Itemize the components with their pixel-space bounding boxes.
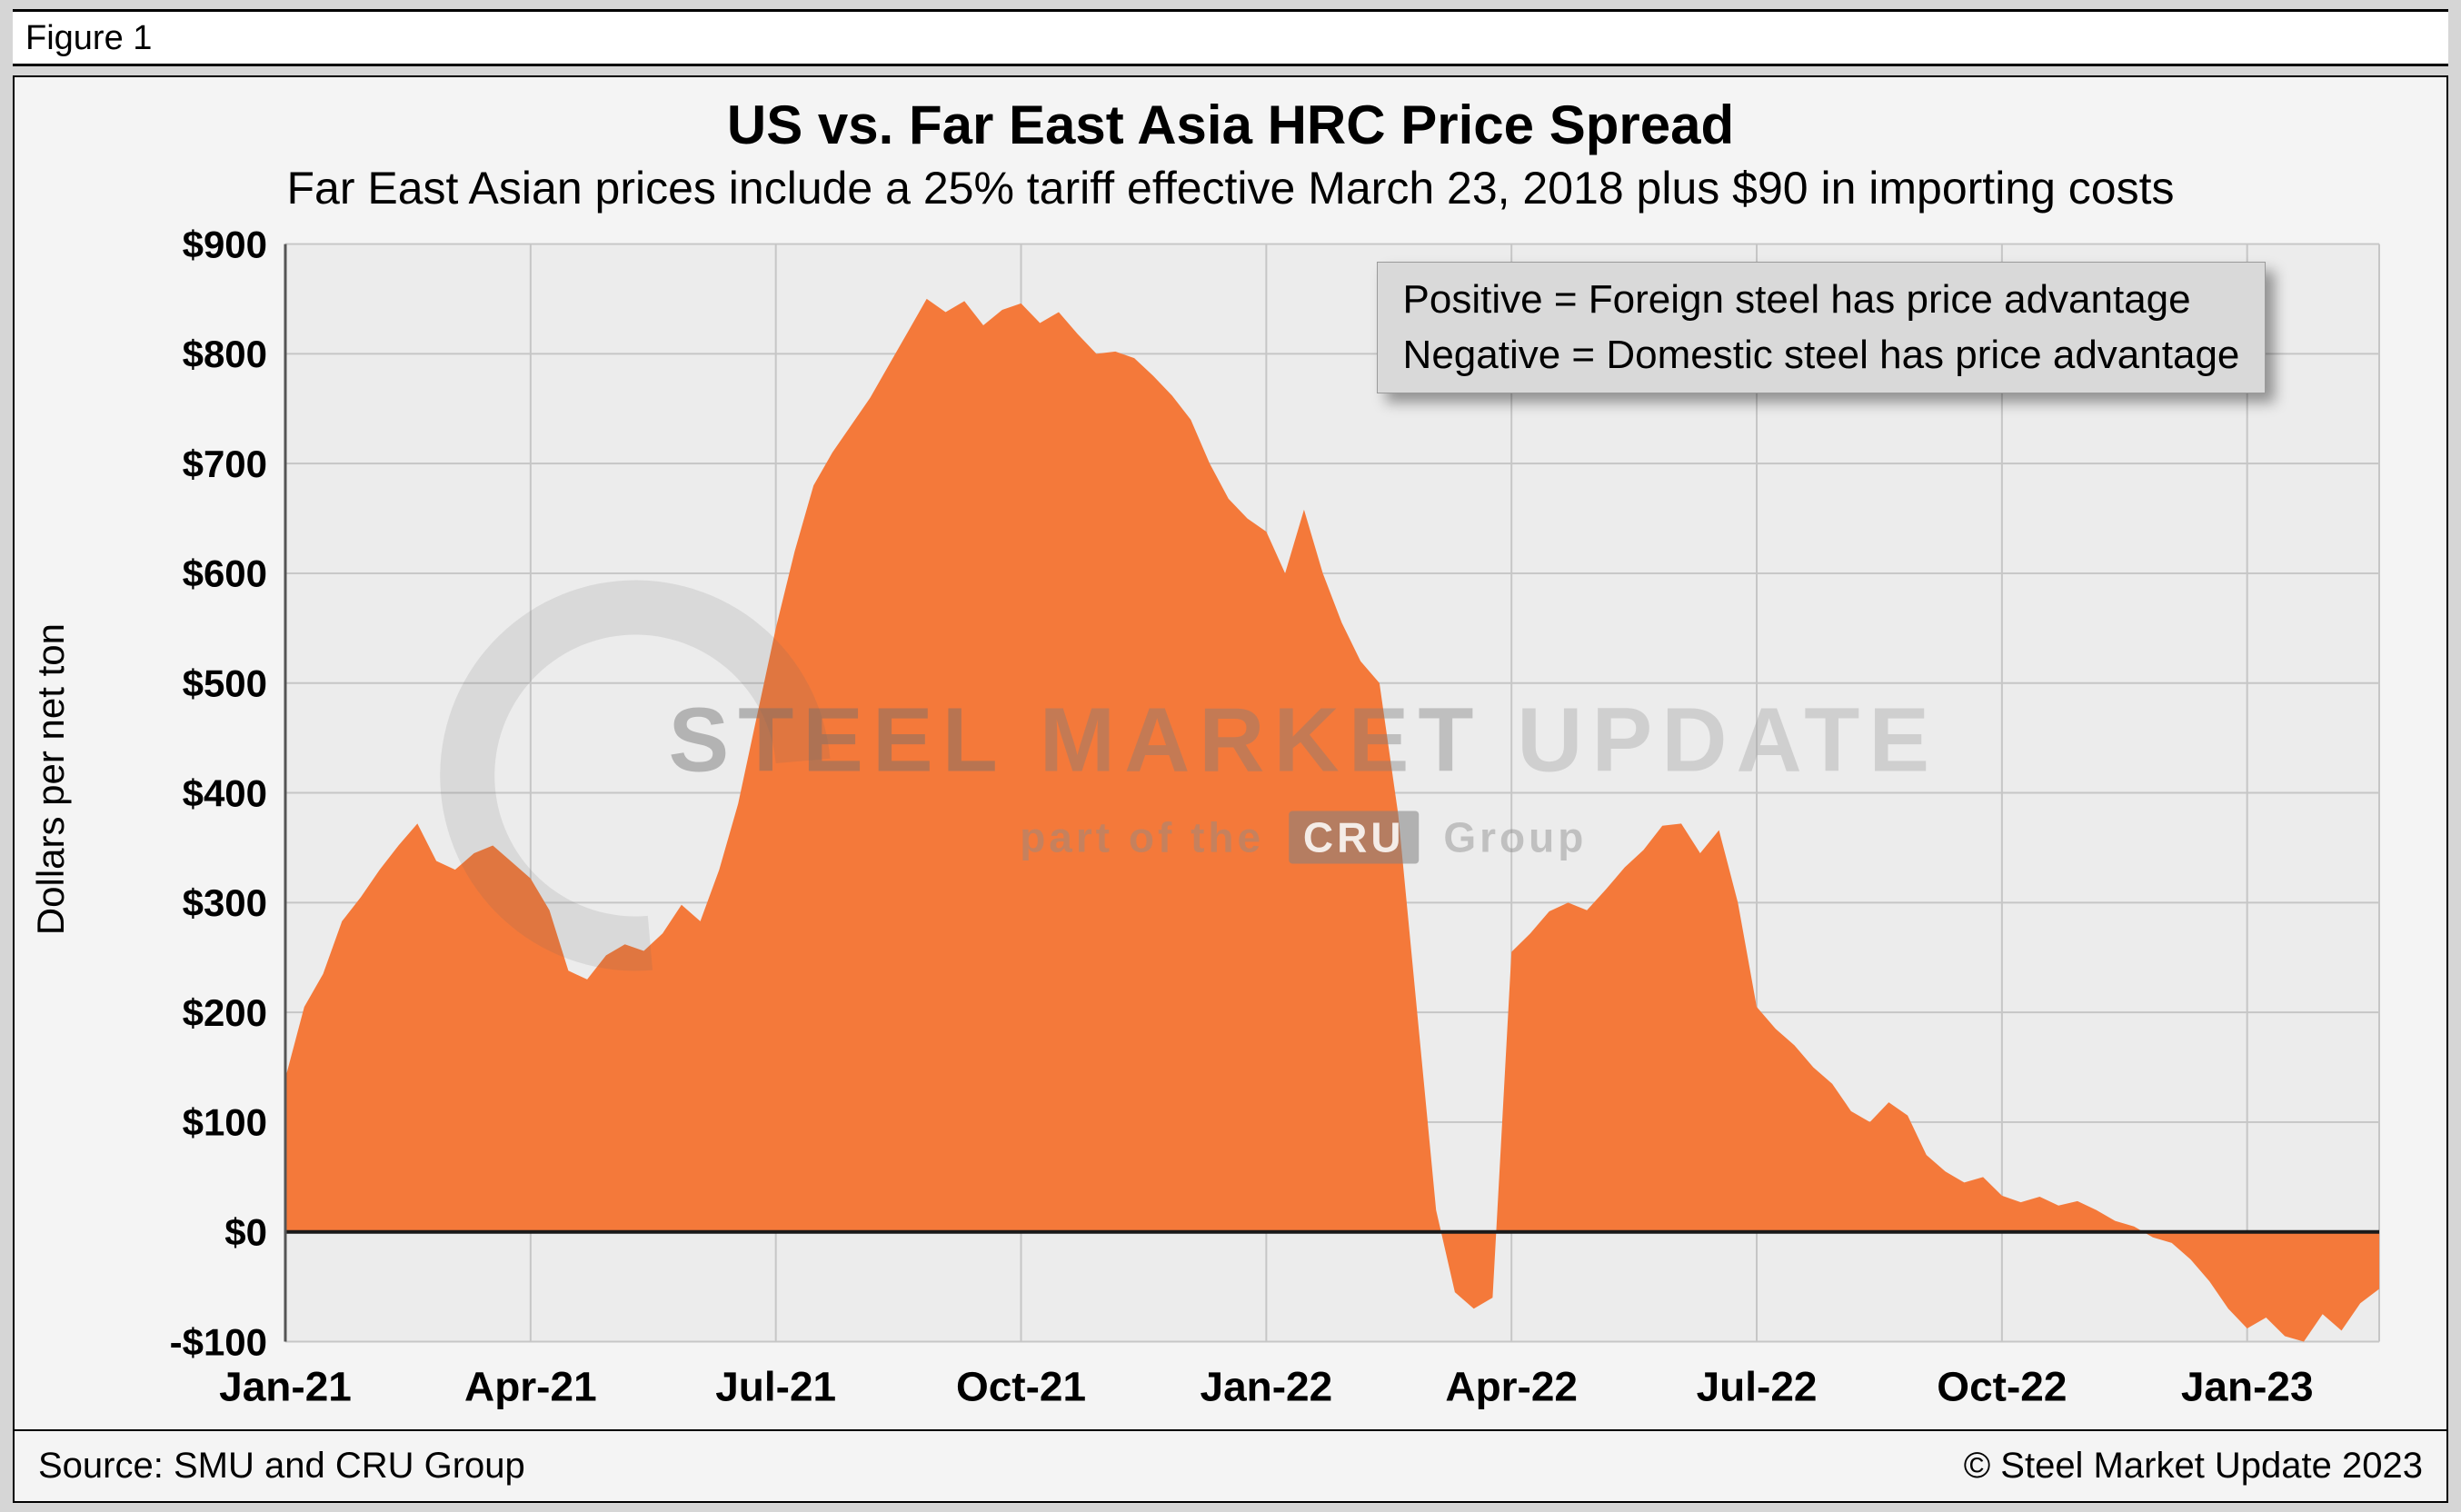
- figure-header: Figure 1: [13, 9, 2448, 66]
- svg-text:Jan-23: Jan-23: [2181, 1364, 2314, 1410]
- svg-text:Jan-22: Jan-22: [1201, 1364, 1333, 1410]
- legend-line-negative: Negative = Domestic steel has price adva…: [1402, 333, 2240, 378]
- svg-text:Apr-21: Apr-21: [464, 1364, 597, 1410]
- plot-area: $900 $800 $700 $600 $500 $400 $300 $200 $100 $0 -$…: [15, 219, 2446, 1429]
- svg-text:$0: $0: [224, 1211, 267, 1254]
- price-spread-chart: $900 $800 $700 $600 $500 $400 $300 $200 $100 $0 -$…: [170, 224, 2380, 1410]
- svg-text:$200: $200: [183, 991, 267, 1034]
- footer-source: Source: SMU and CRU Group: [38, 1446, 525, 1486]
- svg-text:Jul-22: Jul-22: [1697, 1364, 1818, 1410]
- svg-text:Jan-21: Jan-21: [219, 1364, 352, 1410]
- svg-text:Oct-21: Oct-21: [956, 1364, 1086, 1410]
- svg-text:$100: $100: [183, 1101, 267, 1144]
- svg-text:Apr-22: Apr-22: [1445, 1364, 1578, 1410]
- chart-area: US vs. Far East Asia HRC Price Spread Fa…: [15, 77, 2446, 1429]
- chart-subtitle: Far East Asian prices include a 25% tari…: [286, 163, 2175, 214]
- legend-line-positive: Positive = Foreign steel has price advan…: [1402, 276, 2191, 322]
- svg-text:Jul-21: Jul-21: [715, 1364, 836, 1410]
- figure-box: US vs. Far East Asia HRC Price Spread Fa…: [13, 75, 2448, 1503]
- svg-text:$800: $800: [183, 333, 267, 375]
- svg-text:$600: $600: [183, 552, 267, 595]
- figure-label: Figure 1: [25, 19, 153, 57]
- figure-footer: Source: SMU and CRU Group © Steel Market…: [15, 1429, 2446, 1501]
- svg-text:$900: $900: [183, 224, 267, 266]
- svg-text:$500: $500: [183, 662, 267, 705]
- chart-title: US vs. Far East Asia HRC Price Spread: [726, 94, 1735, 155]
- svg-text:$300: $300: [183, 881, 267, 924]
- svg-text:$400: $400: [183, 772, 267, 815]
- svg-text:Oct-22: Oct-22: [1937, 1364, 2067, 1410]
- legend-box: Positive = Foreign steel has price advan…: [1376, 261, 2267, 393]
- svg-text:-$100: -$100: [170, 1321, 267, 1364]
- footer-copyright: © Steel Market Update 2023: [1963, 1446, 2423, 1486]
- svg-text:$700: $700: [183, 443, 267, 485]
